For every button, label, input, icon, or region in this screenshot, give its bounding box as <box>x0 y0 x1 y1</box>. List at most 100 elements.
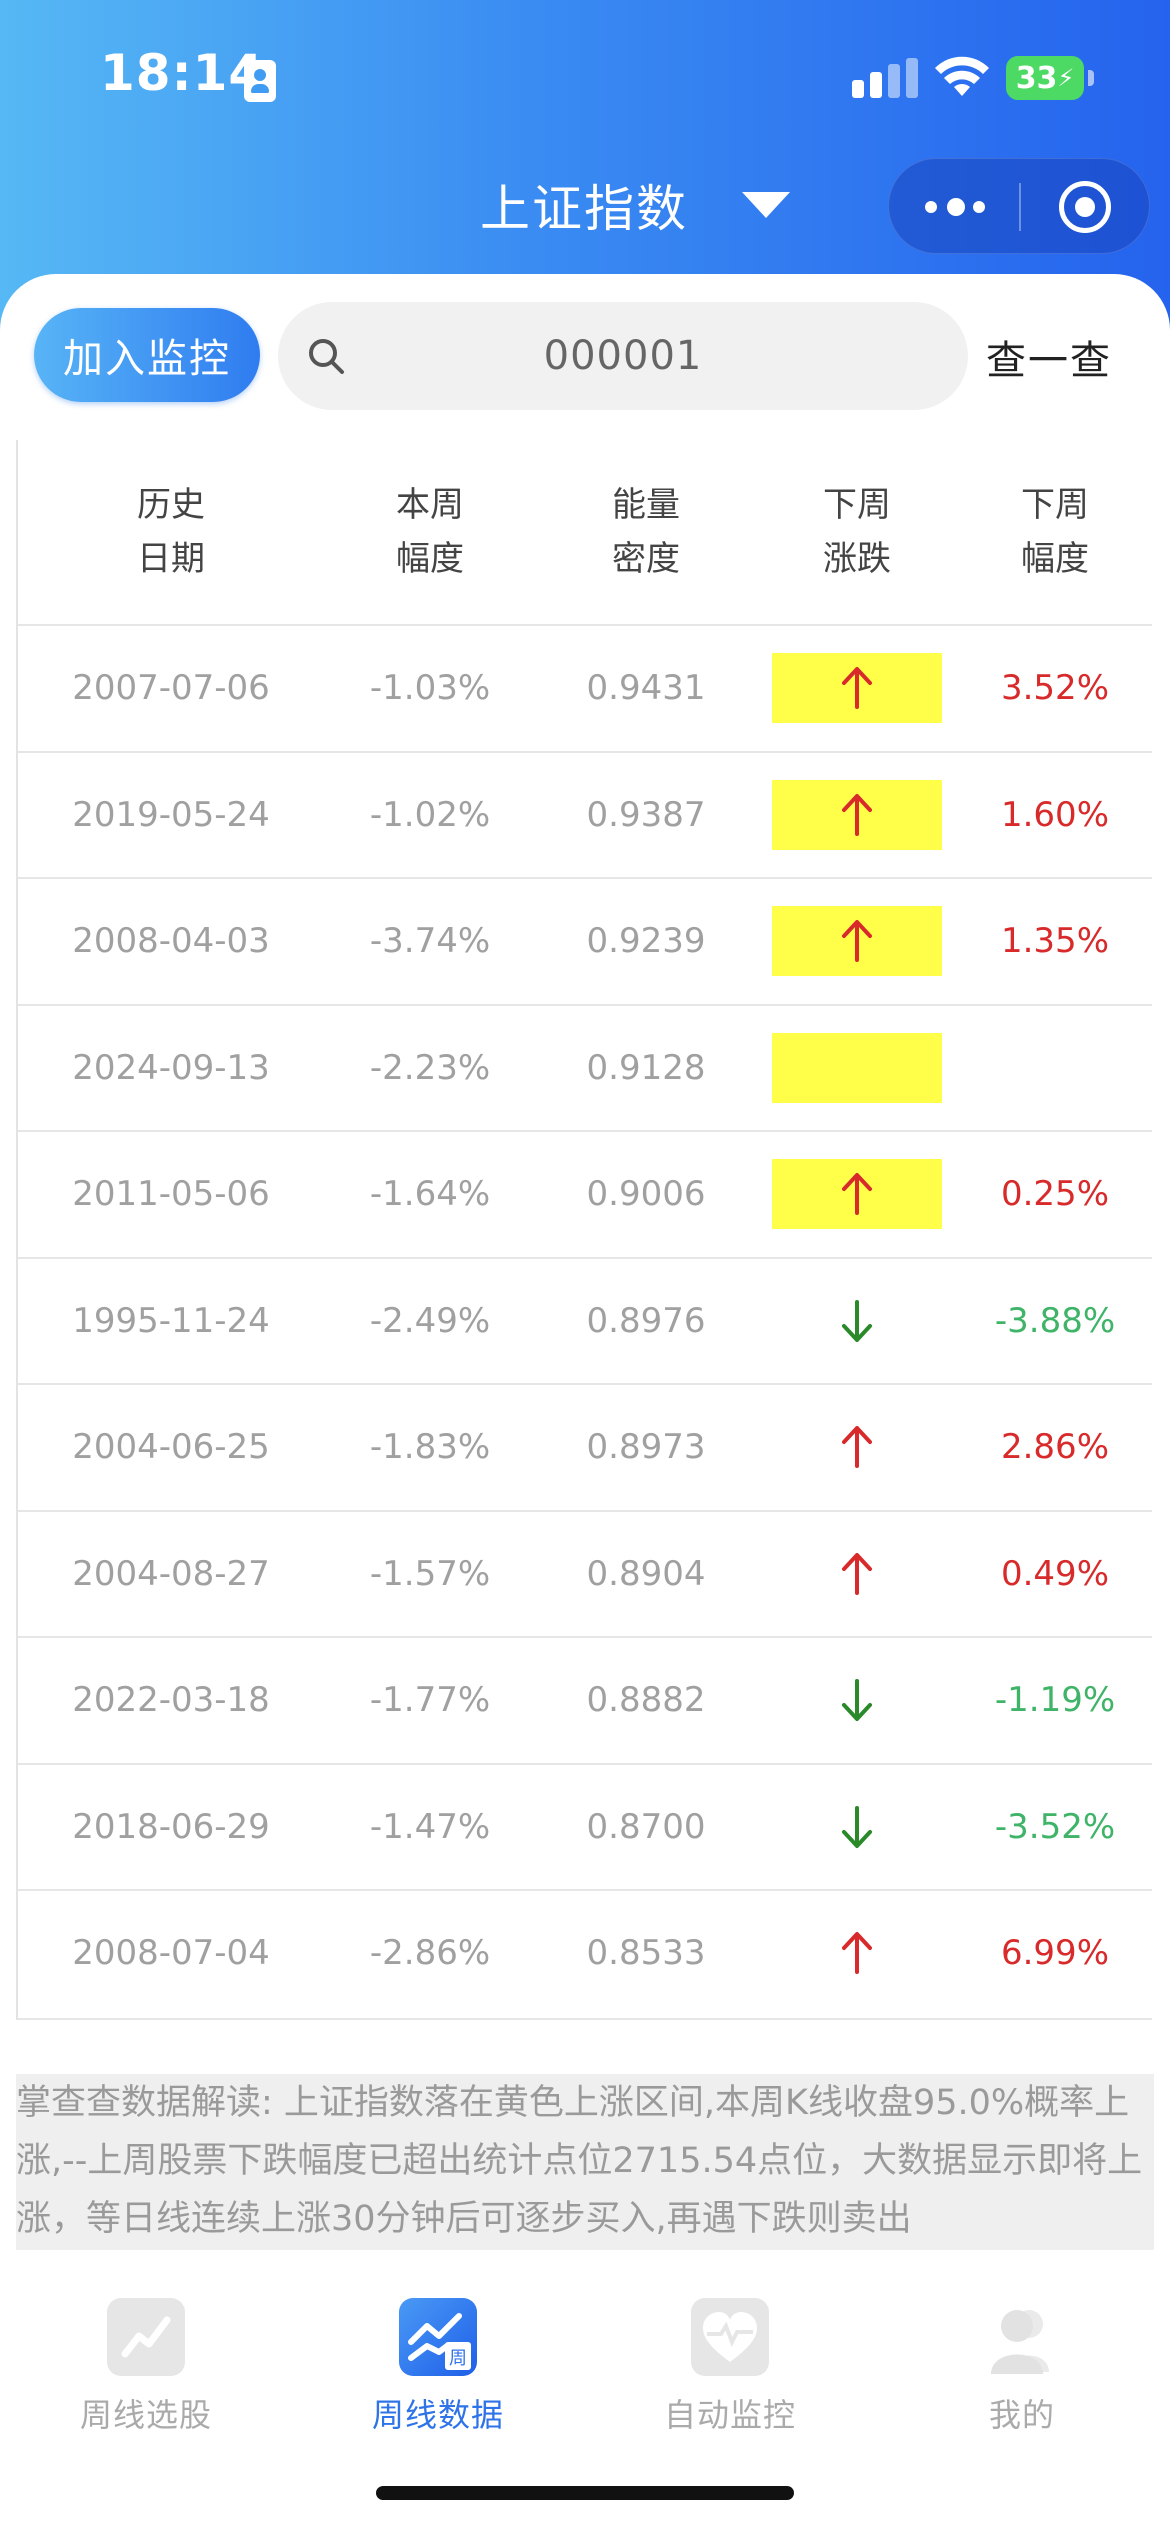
tab-bar: 周线选股 周 周线数据 自动监控 <box>0 2280 1170 2470</box>
cell-energy-density: 0.8976 <box>586 1300 706 1341</box>
tab-weekly-data[interactable]: 周 周线数据 <box>292 2280 584 2470</box>
header-next-range: 下周 幅度 <box>1021 485 1089 579</box>
dropdown-triangle-icon[interactable] <box>742 192 790 218</box>
home-indicator <box>376 2486 794 2500</box>
status-bar: 18:14 33 ⚡ <box>0 0 1170 160</box>
cell-next-direction <box>756 1765 958 1889</box>
cell-next-direction <box>756 1638 958 1762</box>
query-button[interactable]: 查一查 <box>986 338 1112 384</box>
table-row: 2011-05-06 -1.64% 0.9006 0.25% <box>18 1130 1152 1256</box>
battery-cap <box>1088 70 1094 86</box>
table-row: 2019-05-24 -1.02% 0.9387 1.60% <box>18 750 1152 877</box>
cell-next-range: 2.86% <box>1000 1427 1109 1467</box>
cell-energy-density: 0.8882 <box>586 1680 706 1720</box>
cell-date: 1995-11-24 <box>72 1300 270 1341</box>
header-next-direction: 下周 涨跌 <box>823 485 891 579</box>
cell-date: 2004-06-25 <box>72 1427 270 1467</box>
tab-label: 周线选股 <box>79 2396 212 2434</box>
cell-next-range: 6.99% <box>1000 1933 1109 1973</box>
nav-title-selector[interactable]: 上证指数 <box>480 170 790 240</box>
cell-next-range: 3.52% <box>1000 668 1109 708</box>
cell-energy-density: 0.8904 <box>586 1553 706 1594</box>
cell-date: 2008-04-03 <box>72 921 270 961</box>
cell-energy-density: 0.9239 <box>586 921 706 961</box>
arrow-up-icon <box>842 1173 872 1215</box>
cell-next-direction <box>756 1891 958 2015</box>
svg-text:周: 周 <box>449 2348 467 2369</box>
data-interpretation: 掌查查数据解读: 上证指数落在黄色上涨区间,本周K线收盘95.0%概率上涨,--… <box>16 2074 1154 2250</box>
table-row: 2007-07-06 -1.03% 0.9431 3.52% <box>18 624 1152 750</box>
cell-next-direction <box>756 626 958 750</box>
more-options-icon[interactable] <box>925 195 989 219</box>
search-box[interactable]: 000001 <box>278 302 968 410</box>
history-table: 历史 日期 本周 幅度 能量 密度 下周 涨跌 下周 幅度 2007-07-06 -1.03… <box>16 440 1152 2020</box>
cell-energy-density: 0.8700 <box>586 1806 706 1847</box>
cell-energy-density: 0.9431 <box>586 668 706 708</box>
search-input[interactable]: 000001 <box>543 333 703 379</box>
cell-date: 2004-08-27 <box>72 1553 270 1594</box>
tab-label: 自动监控 <box>663 2396 796 2434</box>
tab-auto-monitor[interactable]: 自动监控 <box>584 2280 876 2470</box>
arrow-up-icon <box>842 793 872 836</box>
table-row: 2008-04-03 -3.74% 0.9239 1.35% <box>18 877 1152 1003</box>
cell-week-range: -2.86% <box>369 1933 491 1973</box>
highlight-box <box>772 653 942 723</box>
cell-date: 2007-07-06 <box>72 668 270 708</box>
cell-next-direction <box>756 753 958 877</box>
highlight-box <box>772 1032 942 1103</box>
user-icon <box>983 2298 1061 2376</box>
cell-energy-density: 0.9128 <box>586 1047 706 1088</box>
tab-weekly-pick[interactable]: 周线选股 <box>0 2280 292 2470</box>
arrow-up-icon <box>842 1552 872 1595</box>
miniprogram-capsule <box>888 158 1150 254</box>
cell-date: 2008-07-04 <box>72 1933 270 1973</box>
tab-mine[interactable]: 我的 <box>876 2280 1168 2470</box>
cell-next-range: 0.25% <box>1000 1174 1109 1214</box>
page-title: 上证指数 <box>480 180 688 238</box>
arrow-up-icon <box>842 1932 872 1974</box>
table-bottom-border <box>18 2018 1152 2020</box>
cell-energy-density: 0.8533 <box>586 1933 706 1973</box>
cell-date: 2018-06-29 <box>72 1806 270 1847</box>
cell-next-range: -1.19% <box>994 1680 1116 1720</box>
cellular-signal-icon <box>852 58 918 100</box>
status-time: 18:14 <box>100 44 265 102</box>
table-row: 2022-03-18 -1.77% 0.8882 -1.19% <box>18 1636 1152 1762</box>
table-row: 2024-09-13 -2.23% 0.9128 <box>18 1003 1152 1130</box>
highlight-box <box>772 1159 942 1229</box>
cell-next-direction <box>756 1259 958 1383</box>
header-history-date: 历史 日期 <box>137 485 205 579</box>
cell-date: 2024-09-13 <box>72 1047 270 1088</box>
table-row: 2004-08-27 -1.57% 0.8904 0.49% <box>18 1509 1152 1636</box>
arrow-up-icon <box>842 667 872 709</box>
capsule-divider <box>1019 183 1021 231</box>
cell-week-range: -1.47% <box>369 1806 491 1847</box>
cell-next-range: 1.35% <box>1000 921 1109 961</box>
weekly-data-icon: 周 <box>399 2298 477 2376</box>
cell-week-range: -3.74% <box>369 921 491 961</box>
cell-energy-density: 0.9006 <box>586 1174 706 1214</box>
header-energy-density: 能量 密度 <box>612 485 680 579</box>
search-icon <box>309 339 344 374</box>
table-row: 2004-06-25 -1.83% 0.8973 2.86% <box>18 1383 1152 1509</box>
cell-week-range: -2.49% <box>369 1300 491 1341</box>
table-row: 2018-06-29 -1.47% 0.8700 -3.52% <box>18 1762 1152 1889</box>
cell-date: 2011-05-06 <box>72 1174 270 1214</box>
cell-next-direction <box>756 1132 958 1256</box>
cell-energy-density: 0.8973 <box>586 1427 706 1467</box>
add-to-monitor-button[interactable]: 加入监控 <box>34 308 260 402</box>
highlight-box <box>772 906 942 976</box>
heart-monitor-icon <box>691 2298 769 2376</box>
close-target-icon[interactable] <box>1059 181 1111 233</box>
cell-week-range: -1.03% <box>369 668 491 708</box>
wifi-icon <box>935 56 989 96</box>
highlight-box <box>772 779 942 850</box>
cell-next-range <box>958 1006 1152 1130</box>
tab-label: 周线数据 <box>371 2396 504 2434</box>
arrow-down-icon <box>842 1805 872 1848</box>
cell-next-range: -3.88% <box>994 1300 1116 1341</box>
cell-date: 2019-05-24 <box>72 794 270 835</box>
cell-next-direction <box>756 1512 958 1636</box>
cell-next-range: 0.49% <box>1000 1553 1109 1594</box>
cell-week-range: -1.77% <box>369 1680 491 1720</box>
